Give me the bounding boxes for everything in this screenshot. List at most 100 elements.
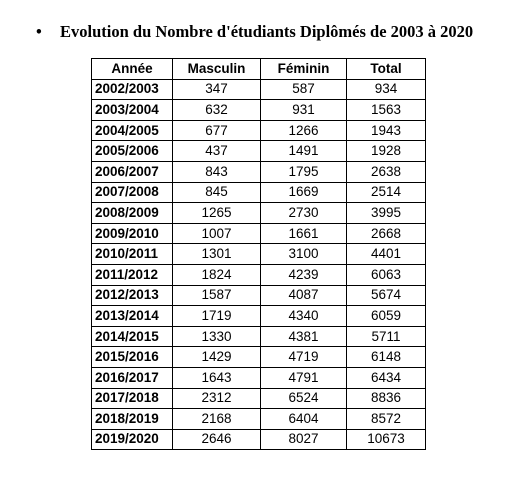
table-row: 2005/2006 437 1491 1928 <box>91 140 426 162</box>
cell-total: 4401 <box>346 243 426 265</box>
cell-year: 2004/2005 <box>91 119 173 142</box>
cell-year: 2007/2008 <box>91 181 173 204</box>
cell-year: 2009/2010 <box>91 222 173 245</box>
cell-male: 1330 <box>172 325 261 348</box>
cell-male: 1265 <box>172 202 261 224</box>
cell-total: 1563 <box>346 99 426 121</box>
cell-male: 1429 <box>172 346 261 368</box>
cell-male: 347 <box>172 78 261 101</box>
heading-text: Evolution du Nombre d'étudiants Diplômés… <box>60 22 474 41</box>
column-header-female: Féminin <box>260 58 347 80</box>
cell-year: 2010/2011 <box>91 243 173 265</box>
table-row: 2004/2005 677 1266 1943 <box>91 119 426 142</box>
cell-female: 1266 <box>260 119 347 142</box>
cell-female: 4239 <box>260 263 347 286</box>
table-row: 2002/2003 347 587 934 <box>91 78 426 101</box>
cell-total: 6059 <box>346 305 426 327</box>
bullet-icon: • <box>36 22 42 41</box>
cell-total: 3995 <box>346 202 426 224</box>
table-row: 2007/2008 845 1669 2514 <box>91 181 426 204</box>
cell-total: 5711 <box>346 325 426 348</box>
column-header-total: Total <box>346 58 426 80</box>
cell-year: 2014/2015 <box>91 325 173 348</box>
cell-female: 4381 <box>260 325 347 348</box>
cell-total: 6063 <box>346 263 426 286</box>
cell-year: 2002/2003 <box>91 78 173 101</box>
table-row: 2019/2020 2646 8027 10673 <box>91 428 426 451</box>
table-row: 2008/2009 1265 2730 3995 <box>91 202 426 224</box>
cell-year: 2003/2004 <box>91 99 173 121</box>
cell-total: 6148 <box>346 346 426 368</box>
cell-female: 4087 <box>260 284 347 307</box>
table-row: 2015/2016 1429 4719 6148 <box>91 346 426 368</box>
cell-male: 1643 <box>172 366 261 389</box>
cell-year: 2012/2013 <box>91 284 173 307</box>
cell-male: 677 <box>172 119 261 142</box>
table-row: 2012/2013 1587 4087 5674 <box>91 284 426 307</box>
table-row: 2018/2019 2168 6404 8572 <box>91 408 426 430</box>
table-row: 2006/2007 843 1795 2638 <box>91 160 426 183</box>
cell-total: 2638 <box>346 160 426 183</box>
table-row: 2009/2010 1007 1661 2668 <box>91 222 426 245</box>
cell-year: 2006/2007 <box>91 160 173 183</box>
cell-female: 6524 <box>260 387 347 410</box>
cell-total: 10673 <box>346 428 426 451</box>
table-header-row: Année Masculin Féminin Total <box>91 58 426 80</box>
cell-female: 931 <box>260 99 347 121</box>
table-row: 2010/2011 1301 3100 4401 <box>91 243 426 265</box>
table-body: 2002/2003 347 587 934 2003/2004 632 931 1563 200… <box>91 78 426 451</box>
cell-female: 4340 <box>260 305 347 327</box>
cell-male: 2312 <box>172 387 261 410</box>
column-header-year: Année <box>91 58 173 80</box>
cell-male: 2646 <box>172 428 261 451</box>
cell-year: 2008/2009 <box>91 202 173 224</box>
cell-male: 437 <box>172 140 261 162</box>
cell-year: 2005/2006 <box>91 140 173 162</box>
table-row: 2014/2015 1330 4381 5711 <box>91 325 426 348</box>
cell-total: 1928 <box>346 140 426 162</box>
cell-female: 4719 <box>260 346 347 368</box>
cell-year: 2017/2018 <box>91 387 173 410</box>
document-heading: • Evolution du Nombre d'étudiants Diplômé… <box>36 22 506 42</box>
cell-year: 2011/2012 <box>91 263 173 286</box>
table-row: 2016/2017 1643 4791 6434 <box>91 366 426 389</box>
cell-female: 2730 <box>260 202 347 224</box>
cell-male: 1587 <box>172 284 261 307</box>
table-row: 2017/2018 2312 6524 8836 <box>91 387 426 410</box>
cell-year: 2013/2014 <box>91 305 173 327</box>
cell-total: 5674 <box>346 284 426 307</box>
cell-female: 1661 <box>260 222 347 245</box>
cell-female: 1491 <box>260 140 347 162</box>
cell-female: 3100 <box>260 243 347 265</box>
cell-male: 1824 <box>172 263 261 286</box>
cell-female: 1669 <box>260 181 347 204</box>
cell-male: 1719 <box>172 305 261 327</box>
cell-male: 845 <box>172 181 261 204</box>
cell-year: 2015/2016 <box>91 346 173 368</box>
cell-total: 2514 <box>346 181 426 204</box>
graduates-table: Année Masculin Féminin Total 2002/2003 34… <box>91 58 426 451</box>
cell-female: 1795 <box>260 160 347 183</box>
cell-male: 1007 <box>172 222 261 245</box>
cell-year: 2016/2017 <box>91 366 173 389</box>
table-row: 2011/2012 1824 4239 6063 <box>91 263 426 286</box>
cell-male: 1301 <box>172 243 261 265</box>
cell-total: 8836 <box>346 387 426 410</box>
table-row: 2013/2014 1719 4340 6059 <box>91 305 426 327</box>
cell-female: 4791 <box>260 366 347 389</box>
cell-male: 2168 <box>172 408 261 430</box>
cell-male: 632 <box>172 99 261 121</box>
cell-year: 2019/2020 <box>91 428 173 451</box>
cell-female: 8027 <box>260 428 347 451</box>
cell-female: 587 <box>260 78 347 101</box>
cell-total: 1943 <box>346 119 426 142</box>
cell-male: 843 <box>172 160 261 183</box>
column-header-male: Masculin <box>172 58 261 80</box>
cell-total: 2668 <box>346 222 426 245</box>
cell-year: 2018/2019 <box>91 408 173 430</box>
cell-female: 6404 <box>260 408 347 430</box>
cell-total: 6434 <box>346 366 426 389</box>
cell-total: 934 <box>346 78 426 101</box>
table-row: 2003/2004 632 931 1563 <box>91 99 426 121</box>
cell-total: 8572 <box>346 408 426 430</box>
